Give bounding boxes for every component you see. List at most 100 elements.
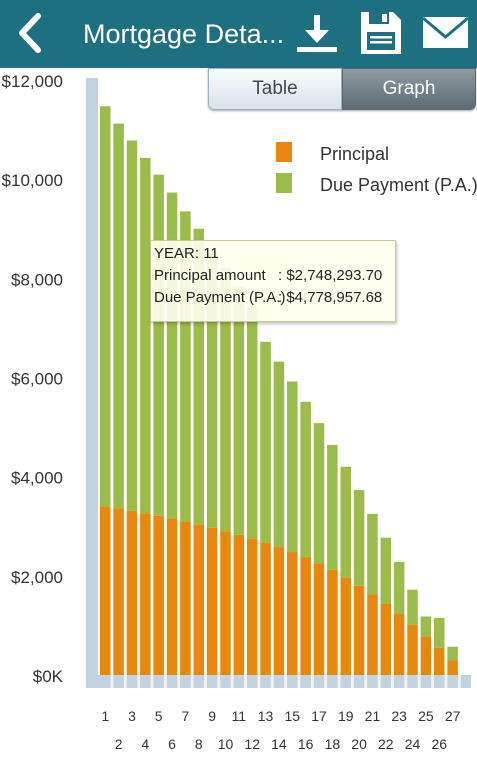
bar-due-payment [353, 490, 365, 586]
baseline-gap [417, 675, 421, 688]
baseline-gap [177, 675, 181, 688]
baseline-gap [137, 675, 141, 688]
x-axis-track [86, 675, 471, 688]
baseline-gap [457, 675, 461, 688]
tooltip-due-label: Due Payment (P.A.) [154, 289, 286, 306]
bar-principal [393, 614, 405, 675]
mortgage-bar-chart: $0K $2,000 $4,000 $6,000 $8,000 $10,000 $12,00… [2, 72, 471, 752]
baseline-gap [110, 675, 114, 688]
page-title: Mortgage Deta... [83, 19, 285, 49]
bar-due-payment [300, 401, 311, 558]
x-tick-label: 23 [391, 708, 407, 724]
save-button[interactable] [355, 8, 405, 58]
x-tick-label: 25 [418, 708, 434, 724]
bar-due-payment [206, 249, 218, 528]
top-app-bar: Mortgage Deta... [0, 0, 477, 68]
bar-principal [447, 660, 458, 675]
bar-due-payment [380, 537, 392, 604]
tooltip-principal-value: : $2,748,293.70 [278, 267, 383, 284]
x-tick-label: 27 [445, 708, 461, 724]
back-button[interactable] [10, 10, 50, 56]
bar-due-payment [140, 157, 151, 514]
bar-principal [407, 624, 418, 675]
bar-principal [340, 577, 351, 675]
x-tick-label: 22 [378, 736, 394, 752]
x-tick-label: 8 [195, 736, 203, 752]
bar-principal [273, 547, 285, 675]
tooltip-year-label: YEAR [154, 245, 195, 262]
bar-due-payment [340, 466, 351, 578]
bar-principal [246, 538, 258, 675]
baseline-gap [310, 675, 314, 688]
baseline-gap [217, 675, 221, 688]
bar-principal [140, 513, 151, 675]
download-icon [297, 15, 337, 52]
x-tick-label: 19 [338, 708, 354, 724]
legend-label-principal: Principal [320, 144, 390, 164]
bar-principal [180, 521, 191, 675]
bar-principal [327, 569, 338, 675]
x-tick-label: 1 [101, 708, 109, 724]
bar-principal [367, 594, 378, 675]
x-tick-label: 12 [244, 736, 260, 752]
baseline-gap [350, 675, 354, 688]
bar-due-payment [447, 646, 458, 661]
envelope-icon [422, 16, 469, 48]
bar-principal [113, 508, 124, 675]
view-toggle: Table Graph [208, 68, 476, 110]
x-tick-label: 18 [325, 736, 341, 752]
chevron-left-icon [19, 13, 41, 53]
x-tick-label: 13 [258, 708, 274, 724]
bar-due-payment [434, 617, 445, 648]
bar-due-payment [287, 381, 298, 553]
x-tick-label: 4 [141, 736, 149, 752]
bar-due-payment [327, 444, 338, 570]
baseline-gap [284, 675, 288, 688]
bar-due-payment [273, 361, 285, 548]
bar-due-payment [113, 123, 124, 509]
x-tick-label: 21 [365, 708, 381, 724]
tab-table[interactable]: Table [208, 68, 342, 110]
x-tick-label: 17 [311, 708, 327, 724]
baseline-gap [337, 675, 341, 688]
baseline-gap [444, 675, 448, 688]
bar-principal [300, 557, 311, 675]
y-tick-label: $10,000 [2, 171, 63, 190]
bar-principal [420, 636, 432, 675]
baseline-gap [364, 675, 368, 688]
bar-due-payment [393, 561, 405, 615]
download-button[interactable] [292, 8, 342, 58]
bar-principal [153, 515, 164, 675]
legend-label-due-payment: Due Payment (P.A.) [320, 175, 477, 195]
bar-principal [193, 524, 205, 675]
tooltip-principal-label: Principal amount [154, 267, 266, 284]
chart-tooltip: YEAR: 11 Principal amount : $2,748,293.7… [150, 240, 396, 322]
tab-graph[interactable]: Graph [342, 68, 476, 110]
x-tick-label: 6 [168, 736, 176, 752]
baseline-gap [404, 675, 408, 688]
x-tick-label: 26 [431, 736, 447, 752]
x-tick-label: 5 [155, 708, 163, 724]
bar-principal [313, 563, 325, 675]
baseline-gap [270, 675, 274, 688]
email-button[interactable] [421, 8, 471, 58]
bar-principal [233, 534, 245, 675]
baseline-gap [391, 675, 394, 688]
baseline-gap [150, 675, 154, 688]
tooltip-year-value: 11 [203, 245, 219, 262]
bar-principal [166, 518, 178, 675]
bar-due-payment [260, 341, 271, 543]
baseline-gap [244, 675, 247, 688]
bar-principal [100, 506, 111, 675]
tooltip-due-value: : $4,778,957.68 [278, 289, 383, 306]
baseline-gap [324, 675, 328, 688]
baseline-gap [257, 675, 261, 688]
bar-principal [287, 552, 298, 675]
bar-due-payment [367, 513, 378, 595]
baseline-gap [377, 675, 381, 688]
bar-principal [206, 527, 218, 675]
baseline-gap [297, 675, 301, 688]
y-axis-track [86, 78, 98, 688]
bar-due-payment [420, 616, 432, 637]
bar-due-payment [407, 589, 418, 625]
